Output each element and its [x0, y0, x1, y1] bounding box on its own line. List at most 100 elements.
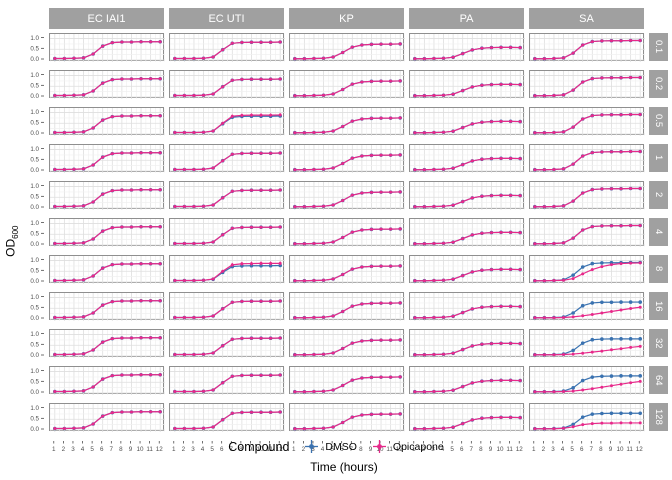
svg-text:2: 2	[182, 446, 186, 453]
legend-item-opicapone: Opicapone	[371, 438, 444, 455]
svg-text:1.0: 1.0	[30, 146, 39, 153]
svg-text:3: 3	[311, 446, 315, 453]
svg-text:0.0: 0.0	[30, 130, 39, 135]
svg-text:10: 10	[137, 446, 145, 453]
facet-column-header-ec-iai1: EC IAI1	[49, 8, 164, 29]
panel-ec-iai1-2	[49, 181, 166, 210]
panel-ec-uti-8	[169, 255, 286, 284]
svg-text:4: 4	[201, 446, 205, 453]
svg-text:6: 6	[220, 446, 224, 453]
svg-text:8: 8	[599, 446, 603, 453]
svg-text:0.0: 0.0	[30, 389, 39, 394]
svg-text:5: 5	[570, 446, 574, 453]
panel-sa-64	[529, 366, 646, 395]
facet-row-label-128: 128	[649, 403, 668, 431]
facet-grid: EC IAI1 EC UTI KP PA SA 1.0 0.5 0.0 0.1 1.0 0.5 0.0…	[20, 8, 668, 458]
svg-text:1.0: 1.0	[30, 368, 39, 375]
svg-text:3: 3	[431, 446, 435, 453]
svg-text:9: 9	[129, 446, 133, 453]
svg-text:0.5: 0.5	[30, 378, 39, 385]
svg-text:5: 5	[330, 446, 334, 453]
svg-text:0.0: 0.0	[30, 204, 39, 209]
svg-text:7: 7	[470, 446, 474, 453]
svg-text:1: 1	[412, 446, 416, 453]
x-axis-ticks-ec-uti: 1 2 3 4 5 6 7 8 9 10 11 12	[169, 440, 284, 458]
y-axis-title-text: OD	[3, 238, 18, 257]
svg-text:1.0: 1.0	[30, 220, 39, 227]
legend-item-dmso: DMSO	[303, 438, 357, 455]
y-axis-ticks: 1.0 0.5 0.0	[20, 181, 44, 214]
svg-text:11: 11	[506, 446, 513, 453]
svg-text:0.0: 0.0	[30, 315, 39, 320]
panel-sa-4	[529, 218, 646, 247]
panel-ec-uti-2	[169, 181, 286, 210]
panel-pa-128	[409, 403, 526, 432]
panel-kp-32	[289, 329, 406, 358]
svg-text:10: 10	[257, 446, 265, 453]
svg-text:12: 12	[156, 446, 164, 453]
y-axis-ticks: 1.0 0.5 0.0	[20, 403, 44, 436]
svg-text:1: 1	[172, 446, 176, 453]
panel-kp-64	[289, 366, 406, 395]
panel-kp-1	[289, 144, 406, 173]
facet-row-label-1: 1	[649, 144, 668, 172]
y-axis-title: OD600	[4, 8, 20, 474]
panel-ec-iai1-64	[49, 366, 166, 395]
svg-text:0.5: 0.5	[30, 230, 39, 237]
svg-text:0.5: 0.5	[30, 415, 39, 422]
panel-ec-iai1-0.2	[49, 70, 166, 99]
facet-row-label-0.5: 0.5	[649, 107, 668, 135]
svg-text:4: 4	[561, 446, 565, 453]
svg-text:1: 1	[292, 446, 296, 453]
panel-sa-0.1	[529, 33, 646, 62]
panel-ec-uti-64	[169, 366, 286, 395]
panel-ec-iai1-16	[49, 292, 166, 321]
y-axis-ticks: 1.0 0.5 0.0	[20, 107, 44, 140]
legend-title: Compound	[228, 439, 290, 454]
svg-text:2: 2	[302, 446, 306, 453]
svg-text:9: 9	[489, 446, 493, 453]
svg-text:10: 10	[617, 446, 625, 453]
panel-ec-uti-0.1	[169, 33, 286, 62]
panel-pa-32	[409, 329, 526, 358]
legend-label-dmso: DMSO	[325, 440, 357, 453]
panel-sa-2	[529, 181, 646, 210]
svg-text:6: 6	[580, 446, 584, 453]
svg-text:0.0: 0.0	[30, 56, 39, 61]
y-axis-ticks: 1.0 0.5 0.0	[20, 218, 44, 251]
panel-sa-1	[529, 144, 646, 173]
svg-text:0.5: 0.5	[30, 193, 39, 200]
svg-text:12: 12	[276, 446, 284, 453]
panel-ec-uti-0.2	[169, 70, 286, 99]
svg-text:10: 10	[377, 446, 385, 453]
svg-text:0.0: 0.0	[30, 278, 39, 283]
svg-text:2: 2	[422, 446, 426, 453]
svg-text:6: 6	[460, 446, 464, 453]
svg-text:2: 2	[62, 446, 66, 453]
svg-text:12: 12	[516, 446, 524, 453]
svg-text:8: 8	[119, 446, 123, 453]
panel-pa-0.2	[409, 70, 526, 99]
x-axis-ticks-sa: 1 2 3 4 5 6 7 8 9 10 11 12	[529, 440, 644, 458]
panel-sa-0.5	[529, 107, 646, 136]
facet-column-header-sa: SA	[529, 8, 644, 29]
y-axis-ticks: 1.0 0.5 0.0	[20, 366, 44, 399]
panel-kp-128	[289, 403, 406, 432]
svg-text:9: 9	[609, 446, 613, 453]
facet-column-header-pa: PA	[409, 8, 524, 29]
panel-sa-128	[529, 403, 646, 432]
svg-text:1.0: 1.0	[30, 183, 39, 190]
panel-ec-uti-128	[169, 403, 286, 432]
svg-text:10: 10	[497, 446, 505, 453]
panel-kp-8	[289, 255, 406, 284]
svg-text:1.0: 1.0	[30, 294, 39, 301]
legend-label-opicapone: Opicapone	[392, 440, 444, 453]
svg-text:3: 3	[191, 446, 195, 453]
panel-sa-0.2	[529, 70, 646, 99]
svg-text:3: 3	[551, 446, 555, 453]
pointrange-icon-dmso	[305, 440, 319, 453]
svg-text:7: 7	[110, 446, 114, 453]
svg-text:1.0: 1.0	[30, 72, 39, 79]
